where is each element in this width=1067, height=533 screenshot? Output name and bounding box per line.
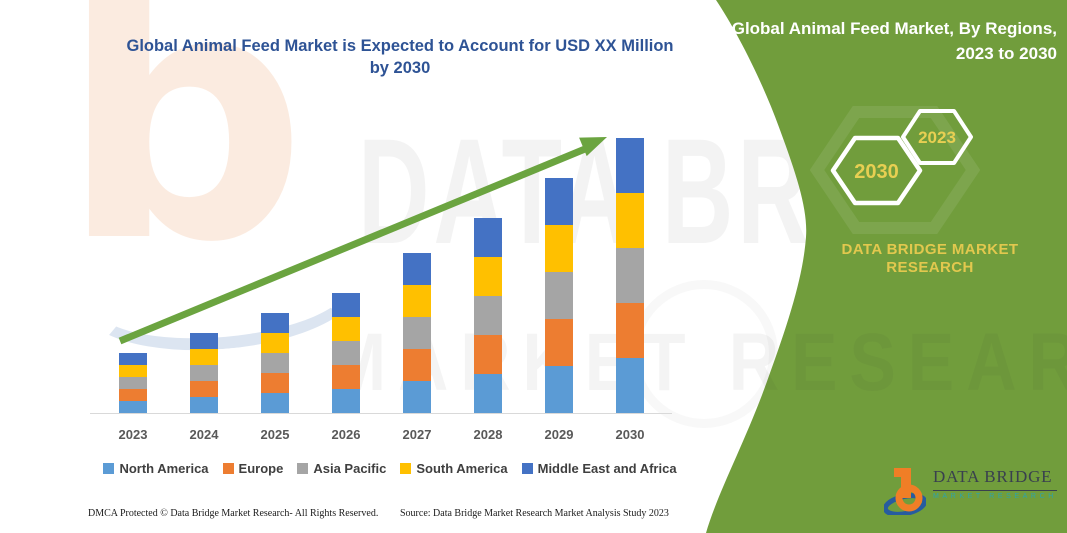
logo-brand: DATA BRIDGE: [933, 467, 1057, 491]
dmca-notice: DMCA Protected © Data Bridge Market Rese…: [88, 508, 379, 519]
watermark-tagline-text: MARKET RESEARCH: [328, 317, 1067, 408]
bar-segment-europe: [616, 303, 644, 358]
bar-segment-middle-east-and-africa: [332, 293, 360, 317]
bar-segment-south-america: [545, 225, 573, 272]
company-logo: DATA BRIDGE MARKET RESEARCH: [884, 467, 1057, 515]
bar-segment-middle-east-and-africa: [474, 218, 502, 257]
hexagon-watermark: [809, 106, 981, 234]
bar-segment-middle-east-and-africa: [616, 138, 644, 193]
hexagon-2030-label: 2030: [854, 161, 899, 183]
legend-swatch-icon: [521, 463, 533, 474]
bar-segment-europe: [119, 389, 147, 401]
logo-text: DATA BRIDGE MARKET RESEARCH: [933, 467, 1057, 500]
legend-swatch-icon: [400, 463, 412, 474]
x-axis-label: 2025: [260, 427, 290, 442]
x-axis-label: 2027: [402, 427, 432, 442]
bar-segment-europe: [474, 335, 502, 374]
bar-segment-asia-pacific: [332, 341, 360, 365]
legend-label: Asia Pacific: [313, 461, 387, 476]
trend-arrow-head: [579, 137, 607, 157]
chart-title-line1: Global Animal Feed Market is Expected to…: [126, 37, 674, 55]
legend-item: Europe: [222, 461, 284, 476]
bar-segment-south-america: [403, 285, 431, 317]
bar-segment-europe: [403, 349, 431, 381]
bar-segment-asia-pacific: [261, 353, 289, 373]
legend-label: Europe: [238, 461, 284, 476]
logo-tagline: MARKET RESEARCH: [933, 493, 1057, 500]
logo-b-icon: [884, 468, 926, 515]
legend-item: North America: [103, 461, 209, 476]
bar-segment-south-america: [261, 333, 289, 353]
bar-segment-south-america: [332, 317, 360, 341]
legend-item: Middle East and Africa: [521, 461, 677, 476]
bar-segment-asia-pacific: [403, 317, 431, 349]
x-axis-label: 2030: [615, 427, 645, 442]
bar-segment-asia-pacific: [119, 377, 147, 389]
x-axis-label: 2028: [473, 427, 503, 442]
org-name-line2: RESEARCH: [886, 259, 974, 276]
bar-segment-north-america: [332, 389, 360, 413]
panel-title-line1: Global Animal Feed Market, By Regions,: [731, 19, 1057, 38]
bar-segment-asia-pacific: [545, 272, 573, 319]
x-axis-label: 2024: [189, 427, 219, 442]
x-axis-label: 2026: [331, 427, 361, 442]
hexagon-2023-icon: [901, 109, 973, 165]
bar-segment-asia-pacific: [474, 296, 502, 335]
hexagon-2030-icon: [830, 135, 923, 206]
bar-segment-europe: [332, 365, 360, 389]
trend-arrow-shaft: [118, 145, 587, 345]
bar-segment-asia-pacific: [190, 365, 218, 381]
bar-segment-south-america: [474, 257, 502, 296]
legend-swatch-icon: [103, 463, 115, 474]
x-axis-label: 2023: [118, 427, 148, 442]
legend-swatch-icon: [222, 463, 234, 474]
hexagon-2023-label: 2023: [918, 128, 956, 147]
x-axis-label: 2029: [544, 427, 574, 442]
chart-title-line2: by 2030: [369, 59, 431, 77]
bar-segment-europe: [545, 319, 573, 366]
bar-segment-europe: [261, 373, 289, 393]
bar-segment-europe: [190, 381, 218, 397]
bar-segment-south-america: [616, 193, 644, 248]
org-name-line1: DATA BRIDGE MARKET: [841, 241, 1019, 258]
panel-title-line2: 2023 to 2030: [955, 44, 1057, 63]
watermark-swoosh-icon: [77, 228, 366, 361]
source-note: Source: Data Bridge Market Research Mark…: [400, 508, 669, 519]
legend-label: North America: [119, 461, 209, 476]
bar-segment-middle-east-and-africa: [403, 253, 431, 285]
bar-segment-north-america: [474, 374, 502, 413]
bar-segment-north-america: [616, 358, 644, 413]
panel-title: Global Animal Feed Market, By Regions, 2…: [697, 16, 1057, 66]
x-axis-line: [90, 413, 672, 414]
bar-segment-south-america: [119, 365, 147, 377]
bar-segment-middle-east-and-africa: [545, 178, 573, 225]
legend-label: South America: [416, 461, 508, 476]
bar-segment-middle-east-and-africa: [119, 353, 147, 365]
org-name: DATA BRIDGE MARKET RESEARCH: [830, 241, 1030, 277]
bar-segment-north-america: [190, 397, 218, 413]
bar-segment-middle-east-and-africa: [190, 333, 218, 349]
bar-segment-north-america: [403, 381, 431, 413]
bar-segment-asia-pacific: [616, 248, 644, 303]
bar-segment-north-america: [545, 366, 573, 413]
legend-swatch-icon: [297, 463, 309, 474]
bar-segment-north-america: [119, 401, 147, 413]
bar-segment-north-america: [261, 393, 289, 413]
legend-label: Middle East and Africa: [537, 461, 677, 476]
legend-item: Asia Pacific: [297, 461, 386, 476]
watermark-circle: [630, 280, 778, 428]
chart-title: Global Animal Feed Market is Expected to…: [70, 35, 730, 79]
chart-legend: North America Europe Asia Pacific South Ame…: [80, 461, 700, 476]
bar-segment-south-america: [190, 349, 218, 365]
bar-segment-middle-east-and-africa: [261, 313, 289, 333]
legend-item: South America: [400, 461, 508, 476]
